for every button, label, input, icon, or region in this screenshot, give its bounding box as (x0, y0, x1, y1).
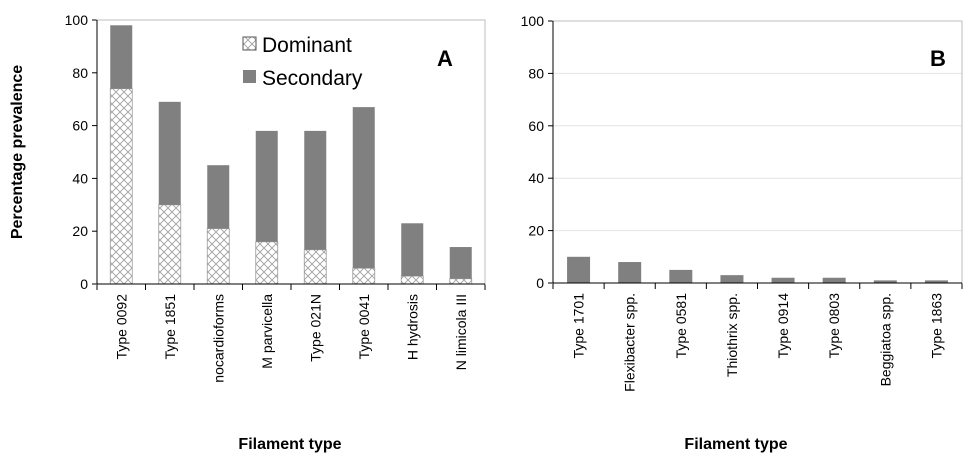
panel-b-y-tick-label: 60 (528, 118, 544, 134)
panel-b-y-tick-label: 20 (528, 223, 544, 239)
panel-a-bar-secondary (255, 130, 278, 242)
panel-a-bar-secondary (401, 223, 424, 277)
panel-a-bar-dominant (255, 241, 279, 285)
panel-b-y-tick-label: 40 (528, 170, 544, 186)
panel-a-bar-dominant (449, 278, 473, 285)
panel-a-y-tick-label: 100 (65, 12, 89, 28)
panel-a-category-label: Type 0041 (356, 294, 372, 360)
panel-a-bar-secondary (352, 107, 375, 269)
panel-b-category-label: Flexibacter spp. (622, 293, 638, 392)
panel-a-y-tick-label: 0 (80, 276, 88, 292)
panel-b-bar-value (618, 262, 642, 283)
panel-a-y-tick-label: 80 (72, 65, 88, 81)
panel-a-plot-frame (96, 19, 486, 285)
panel-b-bar-value (822, 277, 846, 283)
panel-b-category-label: Type 0914 (775, 293, 791, 359)
legend-swatch-secondary (243, 70, 256, 83)
panel-a-y-tick-label: 60 (72, 118, 88, 134)
panel-a-y-tick-label: 40 (72, 170, 88, 186)
panel-b-label: B (930, 46, 946, 71)
panel-a-bar-dominant (400, 275, 424, 285)
panel-b-plot-frame (552, 20, 963, 284)
panel-a-category-label: N limicola III (453, 294, 469, 370)
panel-b-bar-value (924, 280, 948, 283)
panel-a-label: A (437, 46, 453, 71)
panel-b-category-label: Type 0581 (673, 293, 689, 359)
panel-a-category-label: nocardioforms (210, 294, 226, 383)
panel-a-bar-dominant (352, 267, 376, 285)
legend-swatch-dominant (242, 36, 257, 51)
panel-a-bar-dominant (206, 228, 230, 285)
panel-a-category-label: Type 0092 (113, 294, 129, 360)
panel-b-bar-value (720, 275, 744, 283)
panel-a-x-axis-title: Filament type (238, 436, 341, 453)
panel-b-x-axis-title: Filament type (684, 436, 787, 453)
panel-b-bar-value (567, 256, 591, 283)
panel-a-category-label: H hydrosis (404, 294, 420, 360)
legend-label-secondary: Secondary (262, 67, 363, 90)
panel-b-bar-value (873, 280, 897, 283)
panel-b-y-tick-label: 80 (528, 65, 544, 81)
panel-a-y-tick-label: 20 (72, 223, 88, 239)
panel-a-bar-secondary (449, 247, 472, 279)
panel-a-bar-dominant (303, 249, 327, 285)
panel-a-category-label: Type 021N (307, 294, 323, 362)
panel-a-bar-dominant (109, 88, 133, 285)
panel-a-category-label: Type 1851 (162, 294, 178, 360)
y-axis-title: Percentage prevalence (9, 65, 26, 239)
panel-b-y-tick-label: 0 (536, 275, 544, 291)
legend-label-dominant: Dominant (262, 34, 352, 57)
panel-b-y-tick-label: 100 (521, 13, 545, 29)
panel-b: Type 1701 Flexibacter spp. Type 0581 Thioth… (521, 13, 963, 392)
panel-b-bar-value (771, 277, 795, 283)
panel-a-bar-secondary (304, 130, 327, 250)
panel-b-category-label: Beggiatoa spp. (877, 293, 893, 386)
legend: Dominant Secondary (242, 34, 363, 90)
panel-b-bar-value (669, 269, 693, 283)
panel-a: Type 0092 Type 1851 nocardioforms M parvice… (65, 12, 486, 383)
panel-a-category-label: M parvicella (259, 294, 275, 369)
panel-b-category-label: Thiothrix spp. (724, 293, 740, 377)
panel-b-category-label: Type 0803 (826, 293, 842, 359)
panel-a-bar-secondary (207, 165, 230, 229)
panel-b-category-label: Type 1701 (571, 293, 587, 359)
panel-a-bar-dominant (158, 204, 182, 285)
panel-b-category-label: Type 1863 (928, 293, 944, 359)
panel-a-bar-secondary (110, 25, 133, 89)
panel-a-bar-secondary (158, 101, 181, 205)
